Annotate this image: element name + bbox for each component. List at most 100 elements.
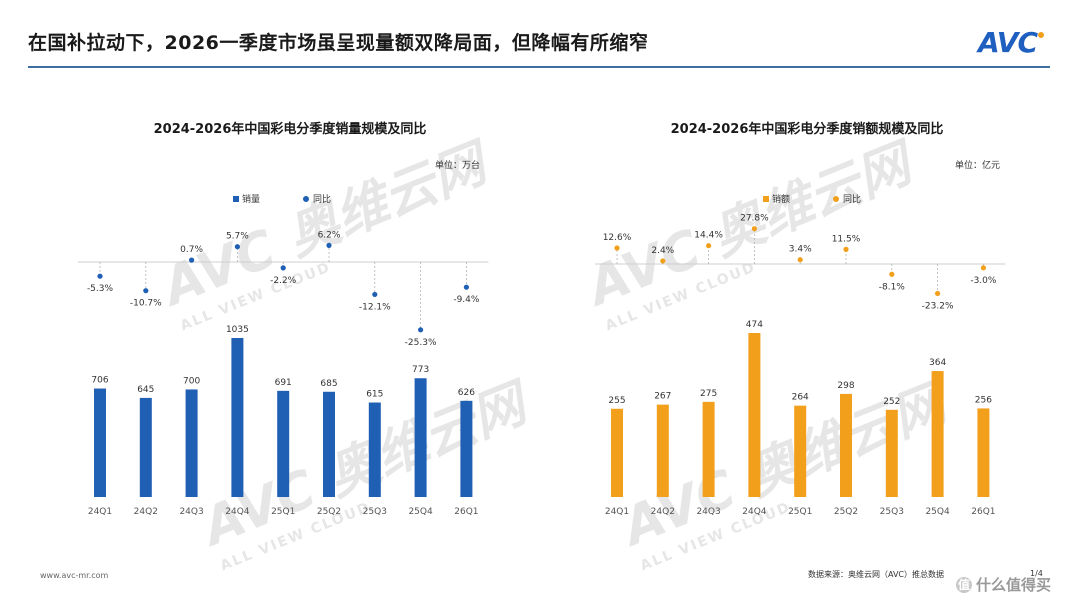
bar-value-label: 364 [929,358,946,368]
yoy-label: 27.8% [740,214,769,224]
category-label: 24Q2 [134,507,158,517]
bar [611,408,623,497]
yoy-point [372,291,378,298]
yoy-point [143,288,149,294]
yoy-point [660,258,666,264]
yoy-point [797,257,803,263]
category-label: 24Q4 [225,507,250,517]
zhi-icon: 值 [956,577,972,593]
yoy-label: 3.4% [789,245,812,255]
category-label: 26Q1 [971,507,995,517]
bar [94,388,106,497]
category-label: 25Q3 [363,507,387,517]
yoy-label: 6.2% [318,230,341,240]
bar [931,371,944,497]
category-label: 25Q2 [834,507,858,517]
bar-value-label: 706 [91,376,108,386]
bar-value-label: 645 [137,385,154,395]
bar-value-label: 255 [608,396,625,406]
logo-dot-icon [1038,32,1044,38]
bar [414,378,427,497]
bar-value-label: 615 [366,390,383,400]
yoy-label: -23.2% [922,301,954,311]
legend-label: 同比 [313,193,331,205]
yoy-label: 0.7% [180,245,203,255]
avc-logo: AVC [978,26,1044,59]
yoy-label: 14.4% [694,231,723,241]
legend-label: 销额 [772,193,790,205]
bar-value-label: 1035 [226,325,249,335]
yoy-label: 2.4% [651,246,674,256]
yoy-label: 11.5% [832,234,861,244]
bar-value-label: 626 [458,388,475,398]
corner-watermark: 值什么值得买 [956,574,1051,595]
bar-value-label: 256 [975,395,992,405]
bar [702,401,715,497]
bar [748,333,761,497]
yoy-point [980,265,987,271]
header-rule [28,66,1050,68]
footer-website[interactable]: www.avc-mr.com [40,571,109,580]
category-label: 24Q1 [605,507,629,517]
bar-value-label: 267 [654,392,671,402]
legend-bar-swatch [763,196,769,202]
category-label: 24Q1 [88,507,112,517]
yoy-point [280,265,286,271]
logo-text: AVC [978,26,1038,59]
legend-label: 同比 [843,193,861,205]
yoy-label: -3.0% [970,276,997,286]
bar-value-label: 700 [183,376,200,386]
yoy-point [889,271,895,277]
bar [460,400,473,497]
bar [840,393,852,497]
yoy-point [234,244,240,250]
chart-title: 2024-2026年中国彩电分季度销量规模及同比 [154,121,427,137]
bar-value-label: 691 [275,378,292,388]
bar-value-label: 264 [792,393,809,403]
yoy-label: 12.6% [603,233,632,243]
bar-value-label: 773 [412,365,429,375]
yoy-label: -12.1% [359,302,391,312]
yoy-label: -9.4% [453,295,480,305]
yoy-label: -2.2% [270,276,297,286]
bar-value-label: 275 [700,389,717,399]
bar-value-label: 298 [837,381,854,391]
category-label: 25Q4 [408,507,433,517]
yoy-point [751,226,758,232]
yoy-label: -10.7% [130,299,162,309]
bar-value-label: 252 [883,397,900,407]
category-label: 25Q1 [788,507,812,517]
yoy-label: -5.3% [87,284,114,294]
yoy-label: 5.7% [226,232,249,242]
footer-source: 数据来源：奥维云网（AVC）推总数据 [808,570,945,579]
yoy-label: -8.1% [879,282,906,292]
chart-title: 2024-2026年中国彩电分季度销额规模及同比 [671,121,944,137]
yoy-point [463,284,469,290]
bar [368,402,381,497]
bar [231,338,244,497]
yoy-point [326,242,332,248]
bar-value-label: 685 [320,379,337,389]
chart-unit: 单位：万台 [435,159,480,171]
category-label: 25Q2 [317,507,341,517]
bar [794,405,807,497]
category-label: 25Q4 [925,507,950,517]
yoy-point [189,257,195,263]
bar [656,404,669,497]
bar [885,409,898,497]
yoy-label: -25.3% [405,338,437,348]
category-label: 25Q3 [880,507,904,517]
category-label: 24Q3 [179,507,203,517]
category-label: 26Q1 [454,507,478,517]
category-label: 24Q3 [696,507,720,517]
legend-yoy-swatch [303,196,309,202]
legend-yoy-swatch [833,196,839,202]
category-label: 24Q2 [651,507,675,517]
chart-unit: 单位：亿元 [955,159,1000,171]
corner-mark-text: 什么值得买 [976,576,1052,594]
bar [977,408,990,497]
bar-value-label: 474 [746,320,763,330]
bar [323,391,335,497]
bar [277,390,290,497]
